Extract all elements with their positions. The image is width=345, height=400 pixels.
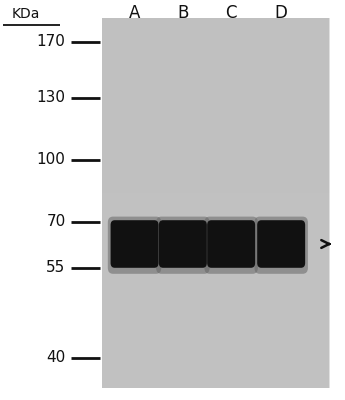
Text: KDa: KDa <box>12 7 40 21</box>
Text: B: B <box>177 4 188 22</box>
Text: D: D <box>275 4 288 22</box>
Text: 130: 130 <box>37 90 66 106</box>
FancyBboxPatch shape <box>207 220 255 268</box>
FancyBboxPatch shape <box>156 217 210 274</box>
FancyBboxPatch shape <box>257 220 305 268</box>
Text: 70: 70 <box>46 214 66 230</box>
Text: 100: 100 <box>37 152 66 168</box>
FancyBboxPatch shape <box>204 217 258 274</box>
Text: C: C <box>225 4 237 22</box>
Text: 40: 40 <box>46 350 66 366</box>
Bar <box>102 18 329 388</box>
Text: A: A <box>129 4 140 22</box>
FancyBboxPatch shape <box>159 220 207 268</box>
Text: 170: 170 <box>37 34 66 50</box>
FancyBboxPatch shape <box>110 220 159 268</box>
FancyBboxPatch shape <box>254 217 308 274</box>
Text: 55: 55 <box>46 260 66 276</box>
FancyBboxPatch shape <box>108 217 161 274</box>
